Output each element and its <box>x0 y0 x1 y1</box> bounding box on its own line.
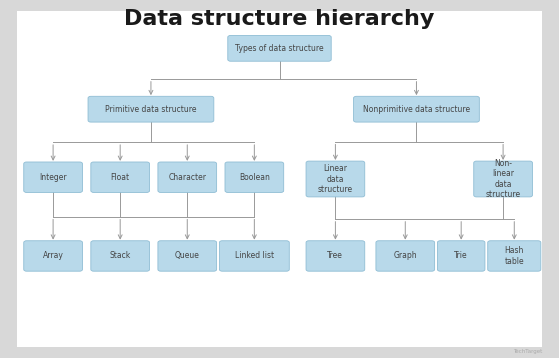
Text: Primitive data structure: Primitive data structure <box>105 105 197 114</box>
FancyBboxPatch shape <box>88 96 214 122</box>
Text: Boolean: Boolean <box>239 173 270 182</box>
FancyBboxPatch shape <box>376 241 435 271</box>
Text: Nonprimitive data structure: Nonprimitive data structure <box>363 105 470 114</box>
FancyBboxPatch shape <box>91 241 149 271</box>
FancyBboxPatch shape <box>91 162 149 192</box>
FancyBboxPatch shape <box>23 162 83 192</box>
Text: Queue: Queue <box>175 251 200 261</box>
Text: Array: Array <box>42 251 64 261</box>
Text: Tree: Tree <box>328 251 343 261</box>
Text: Graph: Graph <box>394 251 417 261</box>
Text: Linked list: Linked list <box>235 251 274 261</box>
FancyBboxPatch shape <box>219 241 290 271</box>
FancyBboxPatch shape <box>306 161 364 197</box>
Text: TechTarget: TechTarget <box>513 349 542 354</box>
Text: Stack: Stack <box>110 251 131 261</box>
FancyBboxPatch shape <box>487 241 541 271</box>
FancyBboxPatch shape <box>158 162 217 192</box>
FancyBboxPatch shape <box>158 241 217 271</box>
FancyBboxPatch shape <box>17 11 542 347</box>
FancyBboxPatch shape <box>225 162 284 192</box>
FancyBboxPatch shape <box>437 241 485 271</box>
FancyBboxPatch shape <box>474 161 532 197</box>
FancyBboxPatch shape <box>306 241 364 271</box>
Text: Non-
linear
data
structure: Non- linear data structure <box>486 159 520 199</box>
FancyBboxPatch shape <box>353 96 479 122</box>
Text: Integer: Integer <box>39 173 67 182</box>
Text: Linear
data
structure: Linear data structure <box>318 164 353 194</box>
Text: Character: Character <box>168 173 206 182</box>
Text: Types of data structure: Types of data structure <box>235 44 324 53</box>
Text: Hash
table: Hash table <box>504 246 524 266</box>
Text: Data structure hierarchy: Data structure hierarchy <box>124 9 435 29</box>
FancyBboxPatch shape <box>228 35 331 61</box>
Text: Trie: Trie <box>454 251 468 261</box>
Text: Float: Float <box>111 173 130 182</box>
FancyBboxPatch shape <box>23 241 83 271</box>
